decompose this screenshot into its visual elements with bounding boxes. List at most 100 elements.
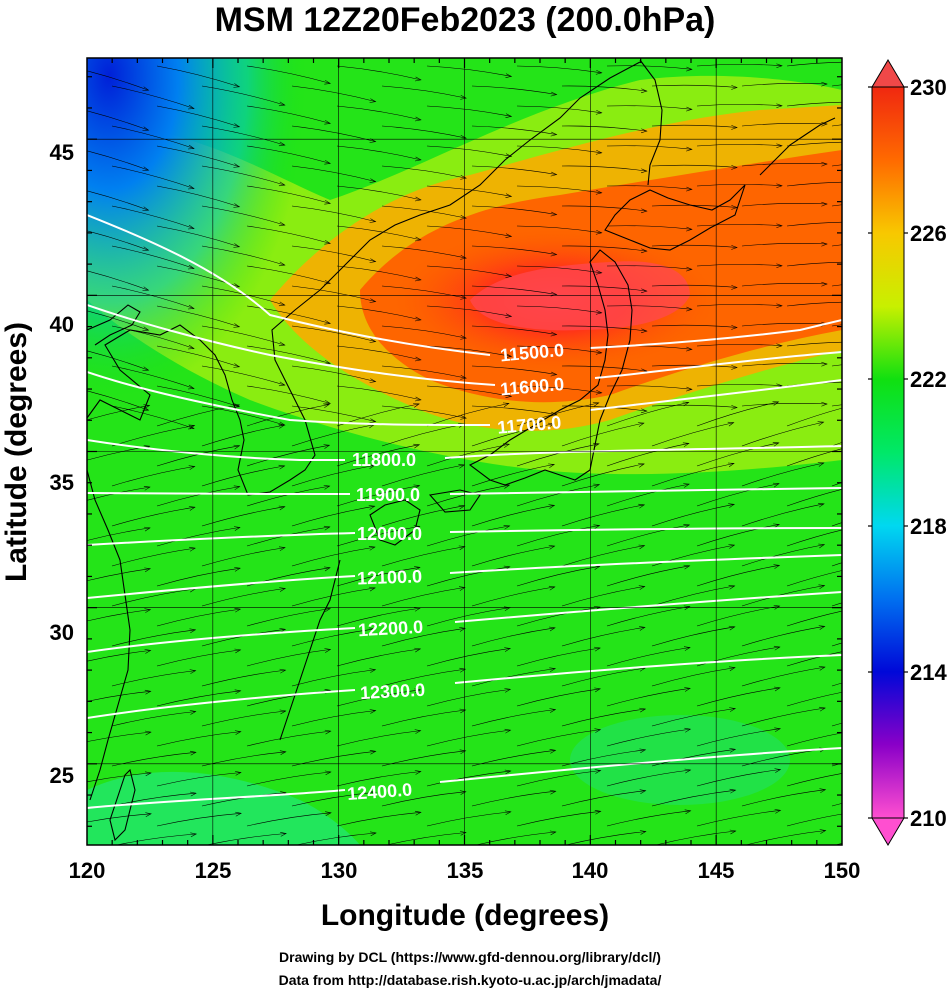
wind-streamline bbox=[606, 443, 689, 467]
wind-streamline bbox=[336, 265, 421, 281]
wind-arrowhead bbox=[142, 206, 150, 211]
wind-arrowhead bbox=[414, 116, 422, 122]
wind-arrowhead bbox=[414, 156, 422, 162]
wind-streamline bbox=[651, 204, 738, 208]
wind-streamline bbox=[201, 365, 285, 386]
wind-streamline bbox=[561, 325, 647, 332]
wind-streamline bbox=[471, 405, 557, 415]
wind-streamline bbox=[516, 647, 601, 667]
wind-streamline bbox=[156, 527, 240, 547]
wind-arrowhead bbox=[233, 243, 241, 248]
colorbar-labels: 230 226 222 218 214 210 bbox=[910, 75, 947, 831]
wind-streamline bbox=[246, 771, 331, 787]
wind-streamline bbox=[336, 567, 420, 587]
wind-arrowhead bbox=[731, 405, 738, 410]
wind-arrowhead bbox=[864, 687, 870, 691]
wind-streamline bbox=[291, 165, 376, 182]
wind-streamline bbox=[831, 522, 842, 527]
wind-streamline bbox=[516, 484, 600, 507]
wind-arrowhead bbox=[686, 306, 693, 312]
contour-11800 bbox=[87, 439, 842, 461]
wind-arrowhead bbox=[459, 831, 467, 836]
wind-arrowhead bbox=[821, 161, 828, 167]
wind-streamline bbox=[291, 505, 375, 527]
wind-arrowhead bbox=[818, 543, 826, 549]
wind-arrowhead bbox=[142, 286, 150, 291]
wind-streamline bbox=[471, 423, 555, 447]
wind-arrowhead bbox=[369, 258, 377, 263]
wind-arrowhead bbox=[637, 422, 645, 427]
wind-arrowhead bbox=[324, 159, 331, 165]
wind-streamline bbox=[201, 588, 286, 607]
wind-streamline bbox=[336, 305, 421, 321]
wind-streamline bbox=[696, 769, 781, 787]
temperature-field-pink-patch bbox=[470, 261, 690, 331]
wind-streamline bbox=[786, 813, 842, 827]
wind-streamline bbox=[87, 568, 151, 582]
wind-arrowhead bbox=[414, 770, 422, 775]
wind-streamline bbox=[471, 627, 556, 647]
wind-streamline bbox=[291, 628, 376, 647]
wind-arrowhead bbox=[594, 687, 601, 693]
wind-streamline bbox=[741, 403, 828, 407]
wind-streamline bbox=[156, 145, 240, 168]
wind-streamline bbox=[156, 185, 240, 208]
wind-arrowhead bbox=[683, 564, 691, 570]
wind-streamline bbox=[111, 325, 195, 349]
wind-streamline bbox=[291, 205, 376, 222]
wind-arrowhead bbox=[821, 81, 828, 87]
wind-streamline bbox=[246, 105, 331, 124]
wind-arrowhead bbox=[414, 396, 422, 402]
wind-arrowhead bbox=[188, 465, 196, 470]
wind-arrowhead bbox=[505, 153, 513, 158]
wind-streamline bbox=[426, 105, 512, 117]
wind-arrowhead bbox=[863, 483, 869, 487]
wind-streamline bbox=[606, 606, 690, 627]
wind-streamline bbox=[246, 185, 331, 204]
wind-streamline bbox=[156, 731, 241, 747]
wind-streamline bbox=[471, 125, 557, 135]
wind-streamline bbox=[561, 586, 645, 607]
wind-arrowhead bbox=[278, 141, 286, 147]
coastline-honshu bbox=[468, 249, 633, 486]
wind-streamline bbox=[831, 364, 842, 367]
wind-streamline bbox=[111, 285, 195, 309]
wind-arrowhead bbox=[323, 403, 330, 409]
wind-arrowhead bbox=[234, 607, 242, 613]
wind-arrowhead bbox=[550, 91, 558, 97]
wind-streamline bbox=[87, 150, 149, 171]
wind-arrowhead bbox=[772, 442, 780, 447]
wind-streamline bbox=[87, 70, 149, 91]
wind-streamline bbox=[291, 669, 376, 687]
wind-streamline bbox=[471, 709, 556, 727]
wind-streamline bbox=[651, 324, 738, 328]
wind-streamline bbox=[426, 345, 512, 357]
wind-streamline bbox=[471, 165, 557, 175]
wind-arrowhead bbox=[550, 171, 558, 177]
wind-streamline bbox=[516, 305, 602, 314]
wind-arrowhead bbox=[682, 401, 690, 407]
wind-streamline bbox=[156, 385, 240, 408]
x-tick-label: 135 bbox=[447, 858, 484, 883]
wind-arrowhead bbox=[187, 184, 195, 190]
wind-arrowhead bbox=[325, 811, 332, 816]
wind-arrowhead bbox=[504, 769, 512, 775]
wind-arrowhead bbox=[233, 363, 241, 368]
wind-arrowhead bbox=[772, 401, 780, 406]
wind-arrowhead bbox=[369, 668, 377, 673]
wind-streamline bbox=[111, 629, 196, 647]
wind-streamline bbox=[111, 588, 196, 607]
wind-streamline bbox=[516, 225, 602, 234]
wind-streamline bbox=[696, 687, 781, 707]
wind-streamline bbox=[471, 545, 555, 567]
wind-arrowhead bbox=[144, 649, 152, 654]
wind-streamline bbox=[786, 610, 842, 627]
wind-streamline bbox=[291, 405, 376, 422]
x-tick-labels: 120 125 130 135 140 145 150 bbox=[69, 858, 861, 883]
wind-streamline bbox=[561, 627, 645, 647]
wind-arrowhead bbox=[731, 245, 738, 250]
wind-arrowhead bbox=[684, 727, 692, 733]
wind-arrowhead bbox=[550, 371, 558, 377]
wind-streamline bbox=[516, 385, 602, 394]
wind-streamline bbox=[87, 486, 150, 501]
